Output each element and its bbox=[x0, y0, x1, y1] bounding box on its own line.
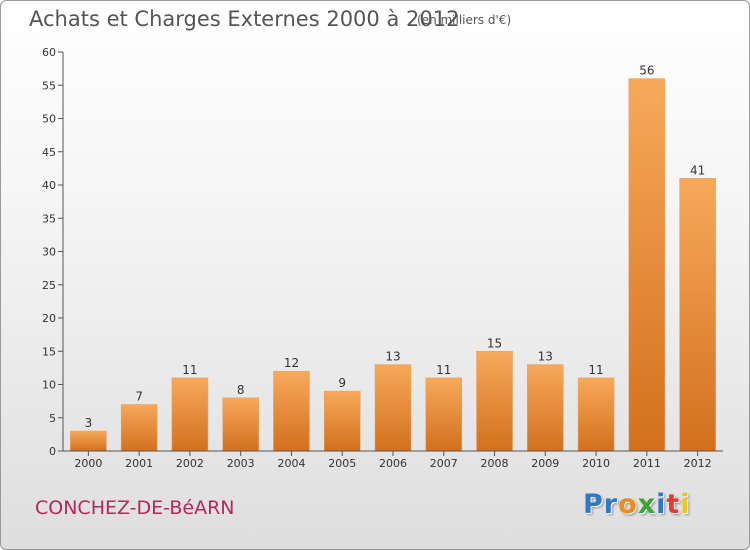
y-tick-label: 10 bbox=[42, 379, 56, 392]
logo-letter: i bbox=[656, 489, 667, 520]
y-tick-label: 60 bbox=[42, 46, 56, 59]
x-tick-label: 2000 bbox=[74, 457, 102, 470]
y-tick-label: 55 bbox=[42, 79, 56, 92]
y-tick-label: 20 bbox=[42, 312, 56, 325]
data-label-2004: 12 bbox=[284, 356, 299, 370]
bar-series: 3 7 11 8 12 9 13 11 15 13 11 56 41 bbox=[70, 64, 716, 452]
x-tick-label: 2009 bbox=[531, 457, 559, 470]
logo-letter: t bbox=[666, 489, 681, 520]
data-label-2003: 8 bbox=[237, 383, 245, 397]
bar-2001 bbox=[120, 404, 158, 452]
data-label-2002: 11 bbox=[182, 363, 197, 377]
bar-2003 bbox=[222, 397, 259, 452]
bar-2000 bbox=[70, 430, 107, 452]
x-tick-label: 2004 bbox=[277, 457, 305, 470]
logo-letter: i bbox=[680, 489, 691, 520]
proxiti-logo[interactable]: Proxiti bbox=[583, 489, 691, 520]
x-tick-label: 2002 bbox=[176, 457, 204, 470]
data-label-2011: 56 bbox=[639, 64, 654, 78]
y-tick-label: 30 bbox=[42, 246, 56, 259]
logo-letter: r bbox=[603, 489, 619, 520]
data-label-2008: 15 bbox=[487, 336, 502, 350]
x-tick-label: 2011 bbox=[633, 457, 661, 470]
bar-2007 bbox=[425, 377, 463, 452]
y-tick-label: 5 bbox=[49, 412, 56, 425]
bar-2009 bbox=[527, 364, 564, 452]
y-tick-label: 45 bbox=[42, 146, 56, 159]
data-label-2006: 13 bbox=[385, 350, 400, 364]
bar-2011 bbox=[628, 78, 666, 452]
x-tick-label: 2007 bbox=[430, 457, 458, 470]
data-label-2012: 41 bbox=[690, 163, 705, 177]
logo-letter: P bbox=[583, 489, 604, 520]
bar-2006 bbox=[374, 364, 412, 452]
x-tick-label: 2012 bbox=[684, 457, 712, 470]
chart-title: Achats et Charges Externes 2000 à 2012 bbox=[29, 7, 460, 31]
bar-2004 bbox=[273, 370, 310, 452]
x-tick-label: 2001 bbox=[125, 457, 153, 470]
data-label-2001: 7 bbox=[135, 389, 143, 403]
data-label-2009: 13 bbox=[538, 350, 553, 364]
y-tick-label: 0 bbox=[49, 445, 56, 458]
y-tick-label: 35 bbox=[42, 212, 56, 225]
logo-letter: o bbox=[618, 489, 638, 520]
bar-2010 bbox=[577, 377, 615, 452]
y-tick-label: 50 bbox=[42, 113, 56, 126]
bar-2008 bbox=[476, 351, 513, 452]
data-label-2010: 11 bbox=[588, 363, 603, 377]
x-tick-label: 2010 bbox=[582, 457, 610, 470]
y-tick-label: 40 bbox=[42, 179, 56, 192]
x-tick-label: 2003 bbox=[227, 457, 255, 470]
x-tick-label: 2005 bbox=[328, 457, 356, 470]
y-tick-label: 15 bbox=[42, 345, 56, 358]
town-name: CONCHEZ-DE-BéARN bbox=[35, 497, 235, 519]
y-tick-label: 25 bbox=[42, 279, 56, 292]
bar-2005 bbox=[323, 390, 361, 452]
data-label-2000: 3 bbox=[85, 416, 93, 430]
bar-2002 bbox=[171, 377, 209, 452]
x-tick-label: 2008 bbox=[481, 457, 509, 470]
chart-subtitle: (en milliers d'€) bbox=[417, 13, 512, 27]
bar-2012 bbox=[679, 178, 716, 452]
x-tick-label: 2006 bbox=[379, 457, 407, 470]
logo-letter: x bbox=[637, 489, 657, 520]
x-axis: 2000 2001 2002 2003 2004 2005 2006 2007 2008 2009… bbox=[63, 450, 723, 470]
data-label-2007: 11 bbox=[436, 363, 451, 377]
data-label-2005: 9 bbox=[338, 376, 346, 390]
y-axis: 0 5 10 15 20 25 30 35 40 45 50 55 60 bbox=[42, 46, 64, 458]
